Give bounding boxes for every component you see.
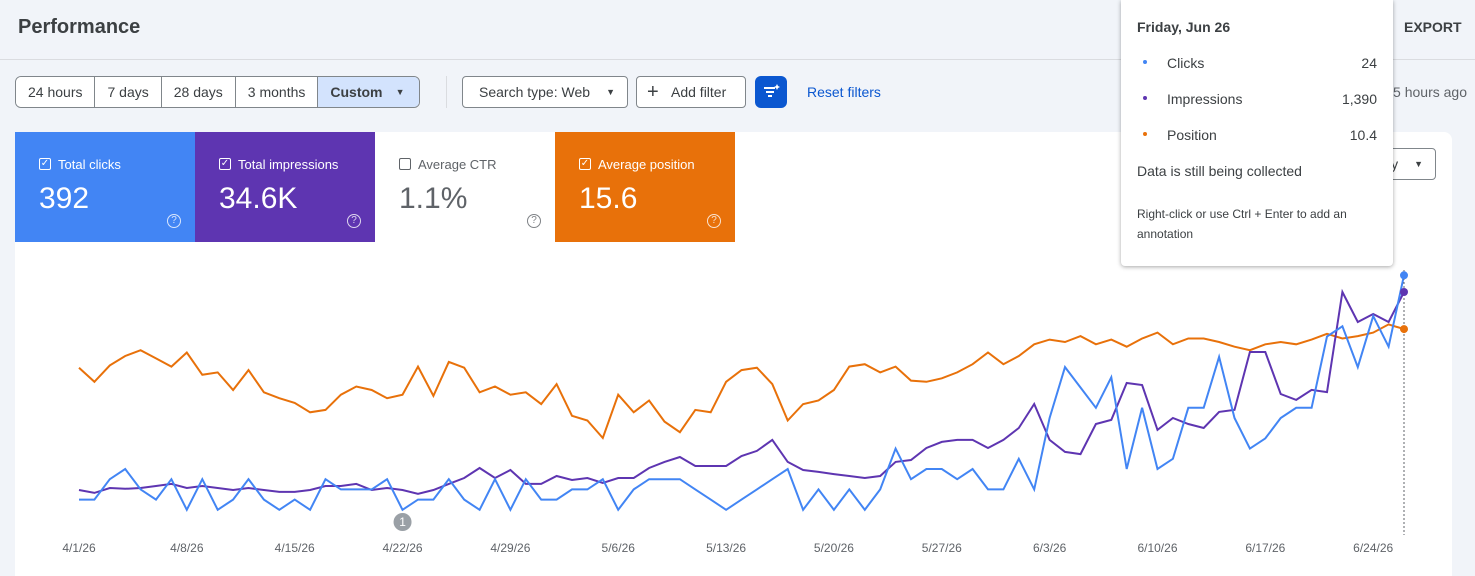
x-tick-label: 4/22/26: [383, 541, 423, 555]
checkbox: ✓: [579, 158, 591, 170]
help-icon: ?: [707, 214, 721, 228]
x-tick-label: 6/17/26: [1245, 541, 1285, 555]
metric-label: Average CTR: [418, 157, 497, 172]
filter-icon: [764, 84, 780, 97]
reset-filters-link[interactable]: Reset filters: [807, 84, 881, 100]
x-tick-label: 4/29/26: [490, 541, 530, 555]
tooltip-note: Data is still being collected: [1137, 163, 1302, 179]
x-tick-label: 5/6/26: [602, 541, 636, 555]
x-tick-label: 5/20/26: [814, 541, 854, 555]
dropdown-arrow: ▼: [1414, 159, 1423, 169]
checkbox: ✓: [219, 158, 231, 170]
legend-dot: [1143, 96, 1147, 100]
plus-icon: +: [647, 81, 659, 103]
metric-value: 1.1%: [399, 182, 468, 215]
x-tick-label: 6/10/26: [1137, 541, 1177, 555]
metric-card[interactable]: Average CTR 1.1%?: [375, 132, 555, 242]
export-button[interactable]: EXPORT: [1404, 19, 1462, 35]
help-icon: ?: [167, 214, 181, 228]
range-button[interactable]: 28 days: [161, 77, 236, 107]
legend-entry: Clicks: [1167, 55, 1205, 71]
tooltip-title: Friday, Jun 26: [1137, 19, 1231, 35]
x-tick-label: 4/1/26: [62, 541, 96, 555]
metric-label: Total impressions: [238, 157, 339, 172]
metric-value: 15.6: [579, 182, 638, 215]
range-button[interactable]: 24 hours: [16, 77, 96, 107]
metric-value: 392: [39, 182, 90, 215]
x-tick-label: 6/3/26: [1033, 541, 1067, 555]
tooltip-value: 24: [1361, 55, 1377, 71]
series-line: [79, 275, 1405, 513]
add-filter-button[interactable]: + Add filter: [636, 76, 746, 108]
checkbox: [399, 158, 411, 170]
legend-dot: [1143, 132, 1147, 136]
search-type-button[interactable]: Search type: Web ▼: [462, 76, 628, 108]
tooltip: Friday, Jun 26 Data is still being colle…: [1121, 0, 1393, 266]
metric-label: Average position: [598, 157, 695, 172]
range-button[interactable]: 7 days: [95, 77, 162, 107]
add-filter-label: Add filter: [671, 84, 727, 100]
separator: [446, 76, 447, 108]
tooltip-value: 1,390: [1341, 91, 1377, 107]
legend-entry: Position: [1167, 127, 1217, 143]
range-button[interactable]: Custom ▼: [318, 77, 419, 107]
x-tick-label: 5/13/26: [706, 541, 746, 555]
metric-label: Total clicks: [58, 157, 121, 172]
legend-entry: Impressions: [1167, 91, 1243, 107]
dropdown-arrow: ▼: [606, 87, 615, 97]
legend-dot: [1143, 60, 1147, 64]
page-title: Performance: [18, 16, 141, 38]
annotation-marker: [393, 513, 412, 531]
dropdown-arrow: ▼: [395, 87, 405, 97]
date-range-group: 24 hours 7 days 28 days 3 months Custom ▼: [15, 76, 420, 108]
search-type-label: Search type: Web: [479, 84, 591, 100]
x-tick-label: 4/8/26: [170, 541, 204, 555]
tooltip-hint: Right-click or use Ctrl + Enter to add a…: [1137, 207, 1347, 241]
x-tick-label: 5/27/26: [922, 541, 962, 555]
hover-point: [1400, 271, 1408, 280]
x-tick-label: 6/24/26: [1353, 541, 1393, 555]
metric-value: 34.6K: [219, 182, 298, 215]
divider: [0, 59, 1475, 60]
hover-point: [1400, 325, 1408, 334]
series-line: [78, 323, 1405, 440]
filter-icon-button[interactable]: [755, 76, 787, 108]
hover-point: [1400, 287, 1408, 296]
x-tick-label: 4/15/26: [275, 541, 315, 555]
annotation-label: 1: [399, 515, 406, 529]
help-icon: ?: [347, 214, 361, 228]
help-icon: ?: [527, 214, 541, 228]
metric-card[interactable]: ✓ Average position 15.6?: [555, 132, 735, 242]
metric-card[interactable]: ✓ Total clicks 392?: [15, 132, 195, 242]
tooltip-value: 10.4: [1349, 127, 1377, 143]
range-button[interactable]: 3 months: [235, 77, 319, 107]
metric-card[interactable]: ✓ Total impressions 34.6K?: [195, 132, 375, 242]
series-line: [78, 288, 1405, 495]
checkbox: ✓: [39, 158, 51, 170]
